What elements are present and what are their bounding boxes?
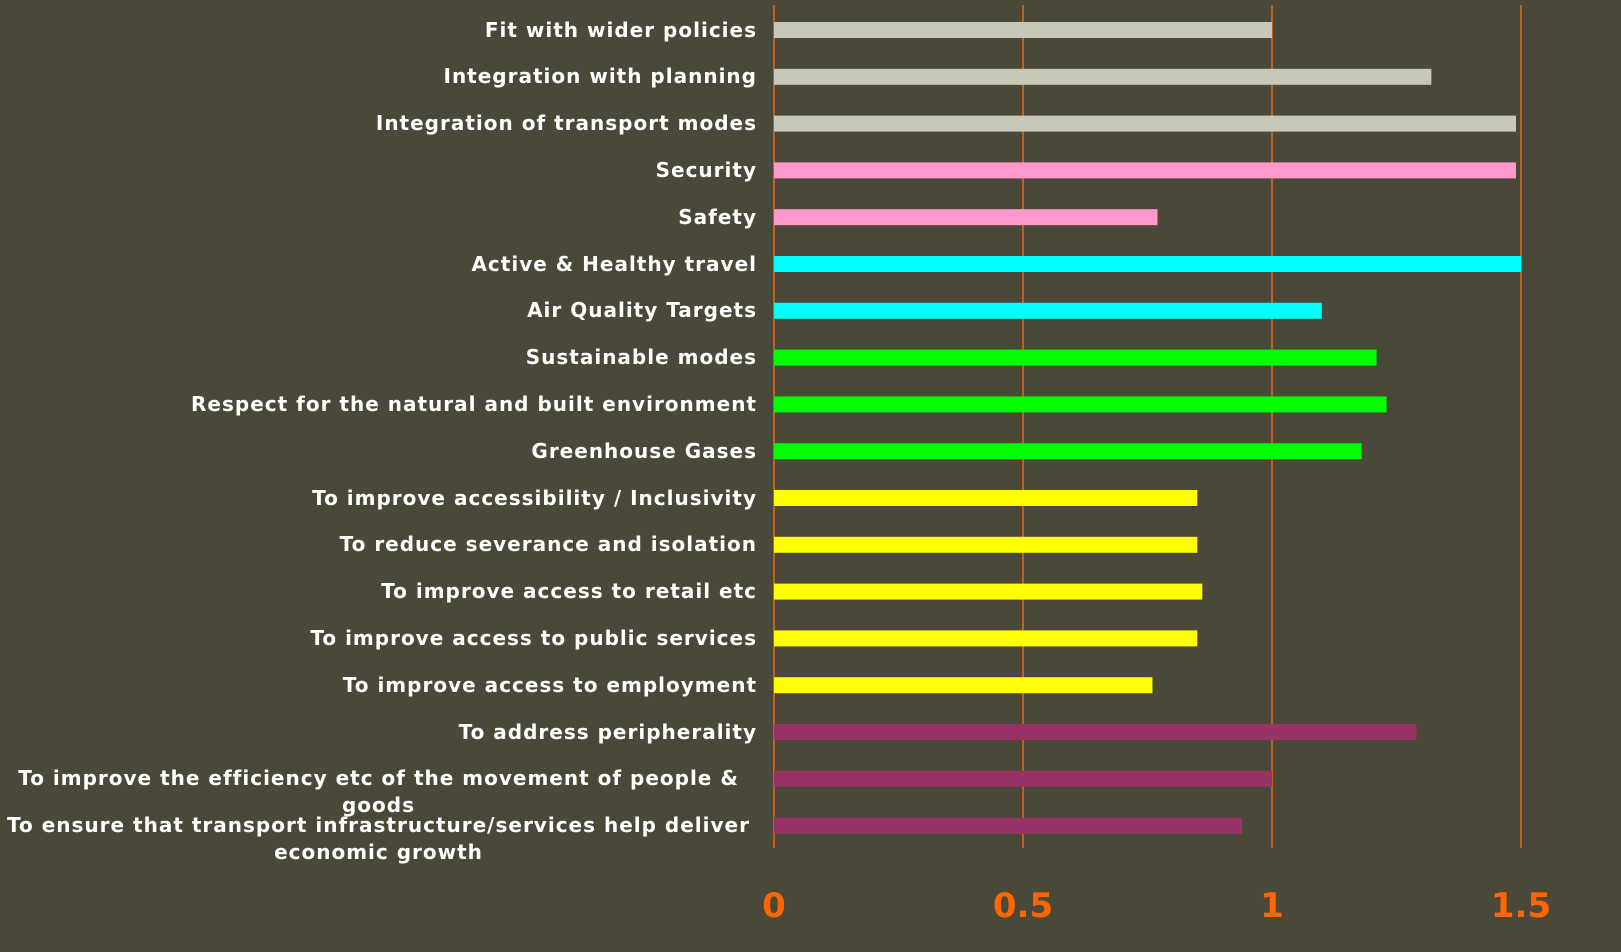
y-tick-label: Respect for the natural and built enviro…	[191, 391, 757, 416]
bar	[774, 302, 1322, 319]
y-tick-label: To improve the efficiency etc of the mov…	[18, 765, 739, 817]
y-tick-label: Safety	[678, 204, 757, 229]
bar	[774, 490, 1198, 506]
y-tick-label: To ensure that transport infrastructure/…	[7, 812, 750, 864]
bar	[774, 443, 1362, 460]
bar	[774, 22, 1272, 38]
y-tick-label: To improve accessibility / Inclusivity	[312, 485, 757, 510]
bar	[774, 817, 1243, 834]
x-tick-label: 1.5	[1491, 886, 1551, 926]
y-tick-label: Security	[655, 157, 757, 182]
bar	[774, 583, 1203, 600]
y-tick-label: To improve access to public services	[310, 625, 757, 650]
x-tick-label: 0	[762, 886, 786, 926]
y-tick-label: To address peripherality	[458, 719, 757, 744]
bar	[774, 115, 1517, 132]
bar	[774, 396, 1387, 413]
x-tick-label: 0.5	[993, 886, 1053, 926]
y-tick-label: Sustainable modes	[525, 345, 757, 370]
bar	[774, 349, 1377, 366]
x-tick-label: 1	[1260, 886, 1284, 926]
bar	[774, 536, 1198, 553]
y-tick-label: Air Quality Targets	[527, 298, 757, 323]
y-tick-label: Integration of transport modes	[375, 111, 757, 136]
bar	[774, 630, 1198, 647]
y-tick-label: Active & Healthy travel	[471, 251, 757, 276]
y-tick-label: To improve access to retail etc	[381, 579, 757, 604]
y-tick-label: To reduce severance and isolation	[339, 532, 757, 557]
bar	[774, 724, 1417, 740]
y-tick-label: Fit with wider policies	[484, 17, 757, 42]
bar	[774, 256, 1521, 272]
bar	[774, 209, 1158, 226]
y-tick-label: To improve access to employment	[342, 672, 757, 697]
bar	[774, 677, 1153, 694]
bar	[774, 770, 1272, 787]
y-tick-label: Integration with planning	[443, 64, 757, 89]
bar	[774, 162, 1517, 179]
y-tick-label: Greenhouse Gases	[531, 438, 757, 463]
bar	[774, 68, 1432, 85]
